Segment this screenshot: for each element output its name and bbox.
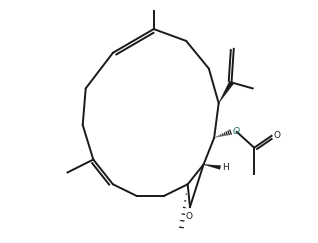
Polygon shape [219, 81, 233, 103]
Text: O: O [233, 127, 240, 136]
Polygon shape [204, 165, 220, 169]
Text: H: H [222, 163, 229, 172]
Text: O: O [185, 212, 192, 221]
Text: O: O [273, 131, 280, 140]
